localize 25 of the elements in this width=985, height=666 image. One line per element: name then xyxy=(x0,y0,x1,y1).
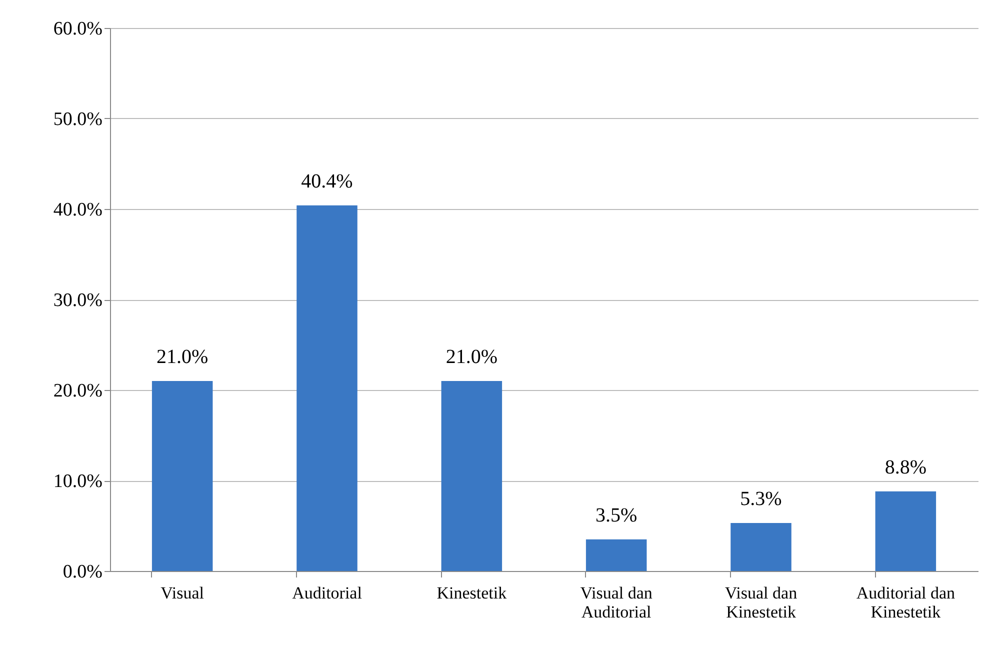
data-label: 21.0% xyxy=(446,346,498,368)
x-tick-label: Auditorial dan Kinestetik xyxy=(856,584,956,622)
bar xyxy=(152,380,213,571)
x-tick-label: Visual dan Kinestetik xyxy=(724,584,798,622)
y-tick-label: 10.0% xyxy=(53,471,103,492)
y-tick-label: 30.0% xyxy=(53,290,103,311)
data-label: 5.3% xyxy=(740,488,782,510)
data-label: 8.8% xyxy=(884,456,927,478)
y-tick-label: 60.0% xyxy=(53,18,103,40)
data-label: 3.5% xyxy=(595,504,638,526)
bar xyxy=(296,205,358,571)
bar xyxy=(441,380,502,571)
x-tick-label: Kinestetik xyxy=(436,584,508,602)
data-label: 40.4% xyxy=(301,170,353,192)
y-tick-label: 50.0% xyxy=(53,109,103,130)
y-tick-label: 20.0% xyxy=(53,380,103,402)
bar xyxy=(875,491,936,571)
bar xyxy=(730,523,792,571)
x-tick-label: Visual xyxy=(160,584,204,602)
y-tick-label: 40.0% xyxy=(53,200,103,220)
x-tick-label: Auditorial xyxy=(292,584,362,602)
data-label: 21.0% xyxy=(156,346,208,368)
bar xyxy=(586,539,647,571)
y-tick-label: 0.0% xyxy=(62,562,103,582)
x-tick-label: Visual dan Auditorial xyxy=(580,584,653,622)
